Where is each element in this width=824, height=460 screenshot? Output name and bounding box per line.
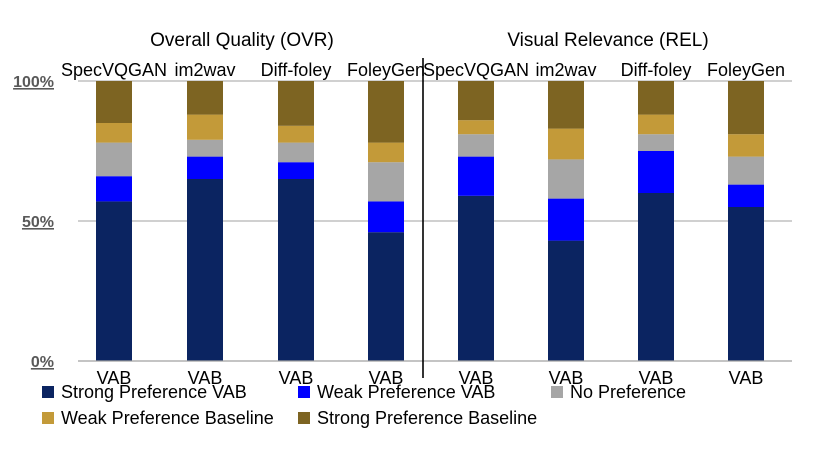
bar-segment-no-preference	[96, 142, 132, 177]
bar-segment-weak-preference-vab	[368, 201, 404, 233]
legend: Strong Preference VAB Weak Preference VAB…	[42, 382, 686, 428]
method-label: Diff-foley	[621, 60, 692, 80]
bar-segment-strong-preference-baseline	[96, 81, 132, 123]
x-tick-label: VAB	[279, 368, 314, 388]
x-tick-label: VAB	[639, 368, 674, 388]
bar-segment-weak-preference-vab	[548, 198, 584, 241]
bar-segment-no-preference	[278, 142, 314, 163]
method-label: Diff-foley	[261, 60, 332, 80]
legend-label: Weak Preference Baseline	[61, 408, 274, 428]
x-tick-label: VAB	[97, 368, 132, 388]
bar-segment-strong-preference-baseline	[728, 81, 764, 135]
bar-segment-strong-preference-vab	[638, 193, 674, 361]
x-tick-label: VAB	[188, 368, 223, 388]
axes	[78, 58, 792, 378]
bar-segment-strong-preference-baseline	[368, 81, 404, 143]
x-tick-label: VAB	[369, 368, 404, 388]
bar-segment-weak-preference-vab	[458, 156, 494, 196]
bar-segment-no-preference	[187, 139, 223, 157]
x-tick-label: VAB	[729, 368, 764, 388]
method-label: SpecVQGAN	[423, 60, 529, 80]
group-title: Visual Relevance (REL)	[507, 30, 708, 51]
bar-segment-no-preference	[548, 159, 584, 199]
bar-segment-strong-preference-vab	[368, 232, 404, 361]
method-label: FoleyGen	[347, 60, 425, 80]
bar-segment-no-preference	[368, 162, 404, 202]
bar-segment-weak-preference-baseline	[638, 114, 674, 135]
bar-segment-weak-preference-vab	[187, 156, 223, 179]
bar-segment-strong-preference-baseline	[278, 81, 314, 126]
bar-segment-weak-preference-vab	[278, 162, 314, 179]
bars	[96, 81, 764, 361]
method-label: im2wav	[174, 60, 235, 80]
bar-segment-no-preference	[638, 134, 674, 151]
y-tick-label: 0%	[31, 354, 54, 371]
y-tick-label: 100%	[13, 74, 54, 91]
bar-segment-no-preference	[728, 156, 764, 185]
legend-swatch	[298, 412, 310, 424]
x-tick-label: VAB	[459, 368, 494, 388]
legend-swatch	[551, 386, 563, 398]
bar-segment-weak-preference-baseline	[548, 128, 584, 160]
bar-segment-weak-preference-vab	[96, 176, 132, 202]
method-label: im2wav	[535, 60, 596, 80]
bar-segment-weak-preference-baseline	[96, 123, 132, 143]
bar-segment-strong-preference-vab	[187, 179, 223, 361]
group-title: Overall Quality (OVR)	[150, 30, 334, 51]
bar-segment-strong-preference-baseline	[458, 81, 494, 121]
bar-segment-strong-preference-vab	[548, 240, 584, 361]
bar-segment-weak-preference-baseline	[368, 142, 404, 163]
legend-swatch	[42, 386, 54, 398]
legend-label: Strong Preference VAB	[61, 382, 247, 402]
bar-segment-weak-preference-vab	[638, 151, 674, 193]
bar-segment-weak-preference-baseline	[187, 114, 223, 140]
bar-segment-strong-preference-vab	[728, 207, 764, 361]
legend-swatch	[298, 386, 310, 398]
legend-swatch	[42, 412, 54, 424]
bar-segment-strong-preference-baseline	[638, 81, 674, 115]
y-tick-label: 50%	[22, 214, 54, 231]
bar-segment-no-preference	[458, 134, 494, 157]
legend-label: Strong Preference Baseline	[317, 408, 537, 428]
bar-segment-weak-preference-baseline	[458, 120, 494, 135]
bar-segment-weak-preference-baseline	[278, 125, 314, 143]
legend-label: No Preference	[570, 382, 686, 402]
gridlines	[78, 80, 792, 222]
labels: 0% 50% 100% Overall Quality (OVR) SpecVQGAN V…	[13, 30, 785, 388]
bar-segment-weak-preference-vab	[728, 184, 764, 207]
bar-segment-strong-preference-baseline	[187, 81, 223, 115]
bar-segment-strong-preference-baseline	[548, 81, 584, 129]
method-label: FoleyGen	[707, 60, 785, 80]
legend-label: Weak Preference VAB	[317, 382, 495, 402]
bar-segment-weak-preference-baseline	[728, 134, 764, 157]
method-label: SpecVQGAN	[61, 60, 167, 80]
x-tick-label: VAB	[549, 368, 584, 388]
bar-segment-strong-preference-vab	[278, 179, 314, 361]
bar-segment-strong-preference-vab	[458, 195, 494, 361]
bar-segment-strong-preference-vab	[96, 201, 132, 361]
